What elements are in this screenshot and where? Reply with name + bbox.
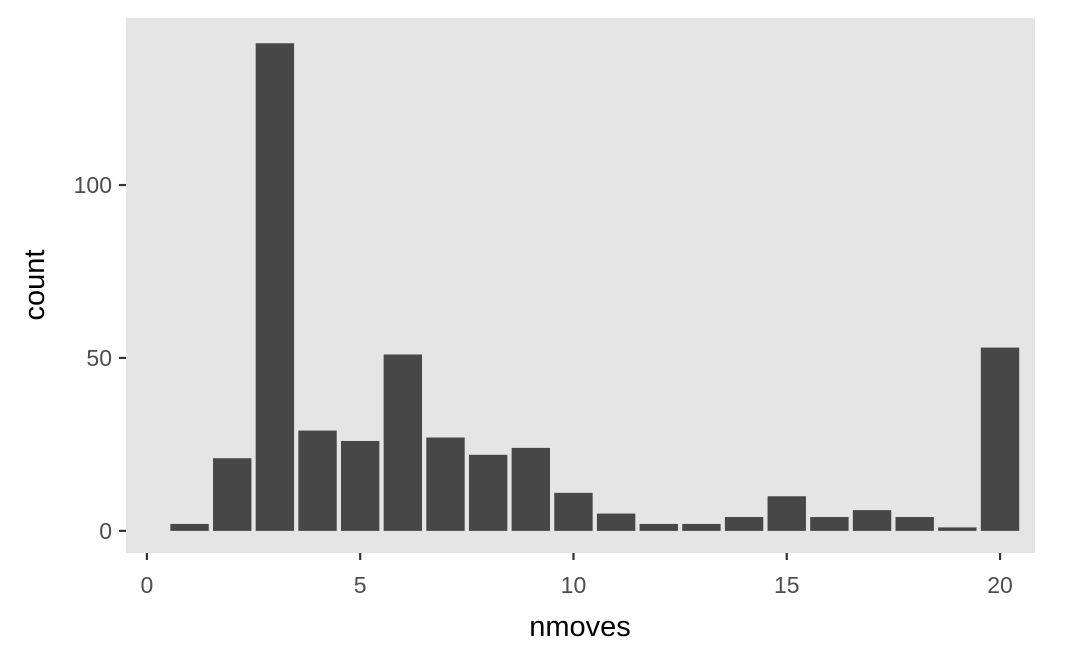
x-tick-label: 0	[141, 572, 154, 598]
bar	[639, 523, 678, 531]
bar	[298, 430, 337, 531]
y-tick-label: 50	[86, 345, 112, 371]
bar	[468, 454, 508, 531]
bar	[938, 527, 977, 531]
bar	[255, 43, 295, 531]
y-tick-label: 0	[99, 518, 112, 544]
bar	[810, 517, 849, 531]
bar	[383, 354, 423, 531]
bar	[511, 447, 551, 531]
x-tick-label: 15	[774, 572, 800, 598]
x-tick-label: 20	[987, 572, 1013, 598]
bar	[596, 513, 636, 531]
y-tick-label: 100	[74, 172, 112, 198]
bar	[767, 496, 806, 531]
bar	[426, 437, 465, 531]
bar	[852, 510, 892, 531]
bar	[340, 440, 380, 531]
bar	[682, 523, 721, 531]
bar	[724, 517, 764, 531]
x-tick-label: 10	[561, 572, 587, 598]
y-axis-title: count	[19, 250, 51, 321]
x-tick-label: 5	[354, 572, 367, 598]
bar	[554, 492, 593, 531]
x-axis-title: nmoves	[529, 611, 631, 643]
bar	[213, 458, 252, 531]
bar	[895, 517, 934, 531]
bar	[170, 523, 209, 531]
bar	[980, 347, 1020, 531]
